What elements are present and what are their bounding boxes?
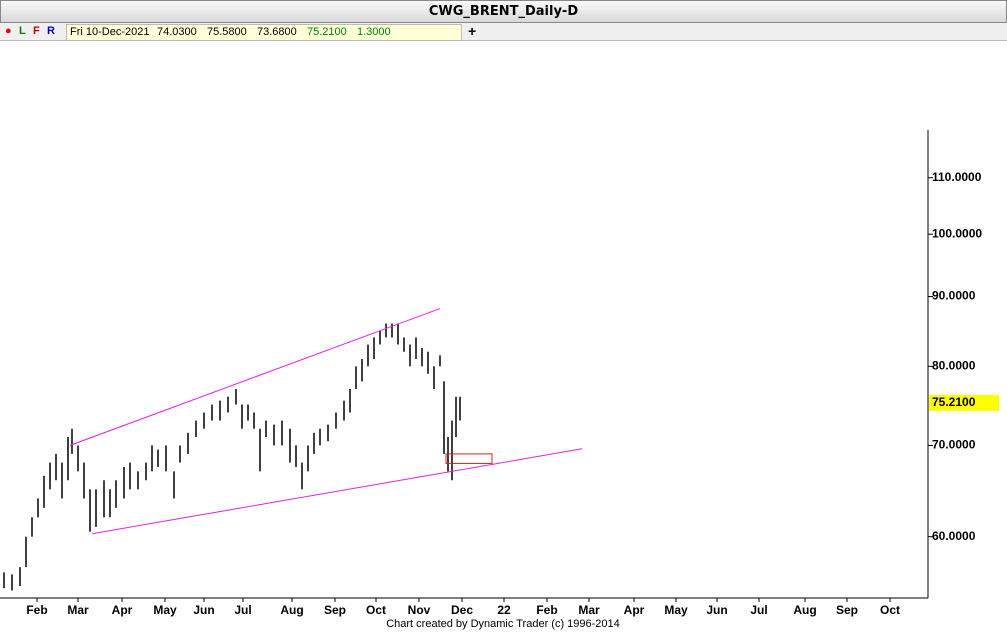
x-tick-label: Mar (578, 603, 600, 617)
x-tick-label: Sep (324, 603, 346, 617)
zone-box (445, 453, 493, 464)
trendline (91, 448, 583, 535)
window-title: CWG_BRENT_Daily-D (0, 0, 1007, 23)
x-tick-label: Aug (280, 603, 303, 617)
x-tick-label: 22 (497, 603, 511, 617)
trendline (69, 308, 441, 446)
x-tick-label: Oct (880, 603, 900, 617)
button[interactable]: L (19, 25, 26, 37)
high: 75.5800 (207, 26, 247, 38)
close: 75.2100 (307, 26, 347, 38)
x-tick-label: Jun (706, 603, 727, 617)
x-tick-label: Sep (836, 603, 858, 617)
button[interactable]: F (33, 25, 40, 37)
x-tick-label: Feb (536, 603, 557, 617)
info-box: Fri 10-Dec-2021 74.0300 75.5800 73.6800 … (66, 24, 462, 41)
button[interactable]: ● (5, 25, 12, 37)
x-tick-label: Jul (750, 603, 767, 617)
add-button[interactable]: + (468, 23, 477, 39)
x-tick-label: Jun (193, 603, 214, 617)
x-tick-label: May (153, 603, 177, 617)
last-price-marker (929, 394, 999, 411)
x-tick-label: Jul (234, 603, 251, 617)
y-tick-label: 80.0000 (932, 358, 976, 372)
x-tick-label: Apr (624, 603, 645, 617)
y-tick-label: 60.0000 (932, 529, 976, 543)
low: 73.6800 (257, 26, 297, 38)
button[interactable]: R (47, 25, 55, 37)
x-tick-label: Nov (408, 603, 431, 617)
x-tick-label: Feb (26, 603, 47, 617)
y-tick-label: 110.0000 (932, 170, 982, 184)
open: 74.0300 (157, 26, 197, 38)
y-tick-label: 90.0000 (932, 289, 976, 303)
x-tick-label: May (664, 603, 688, 617)
x-tick-label: Apr (112, 603, 133, 617)
change: 1.3000 (357, 26, 391, 38)
y-tick-label: 70.0000 (932, 438, 976, 452)
toolbar: ● L F R Fri 10-Dec-2021 74.0300 75.5800 … (0, 23, 1007, 41)
date: Fri 10-Dec-2021 (70, 26, 150, 38)
x-tick-label: Mar (67, 603, 89, 617)
x-tick-label: Oct (366, 603, 386, 617)
x-tick-label: Dec (451, 603, 473, 617)
x-tick-label: Aug (793, 603, 816, 617)
footer: Chart created by Dynamic Trader (c) 1996… (386, 618, 620, 630)
y-tick-label: 100.0000 (932, 226, 982, 240)
last-price-label: 75.2100 (932, 395, 976, 409)
